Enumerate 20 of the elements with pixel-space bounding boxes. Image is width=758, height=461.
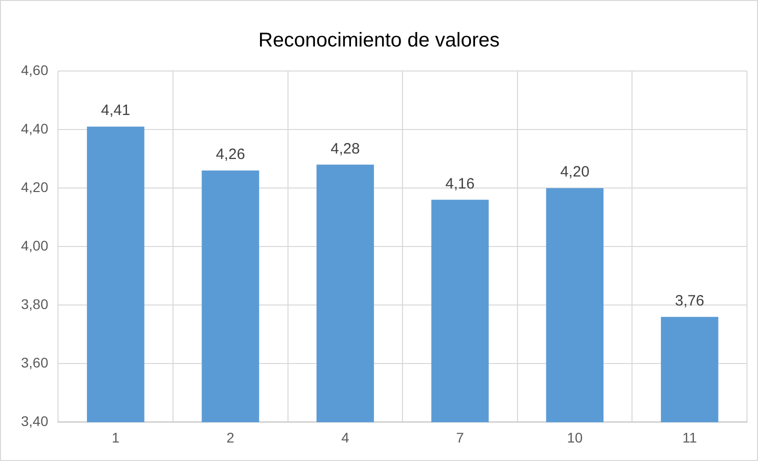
x-tick-label: 1 [112,429,120,446]
y-tick-label: 3,40 [21,413,48,430]
y-tick-label: 3,60 [21,354,48,371]
y-tick-label: 3,80 [21,296,48,312]
x-tick-label: 2 [226,429,235,446]
chart-title: Reconocimiento de valores [258,30,500,52]
x-tick-label: 7 [456,429,464,446]
data-label: 4,41 [101,102,130,120]
data-label: 4,16 [445,175,475,192]
data-label: 4,28 [330,140,360,158]
y-tick-label: 4,00 [21,237,48,254]
data-label: 4,20 [560,164,590,181]
x-tick-label: 10 [567,429,583,446]
y-tick-label: 4,20 [21,178,48,195]
x-tick-label: 4 [341,429,350,446]
data-label: 3,76 [675,292,704,310]
x-tick-label: 11 [682,429,698,446]
y-tick-label: 4,40 [21,120,48,136]
y-tick-label: 4,60 [21,62,48,78]
data-label: 4,26 [216,146,246,164]
